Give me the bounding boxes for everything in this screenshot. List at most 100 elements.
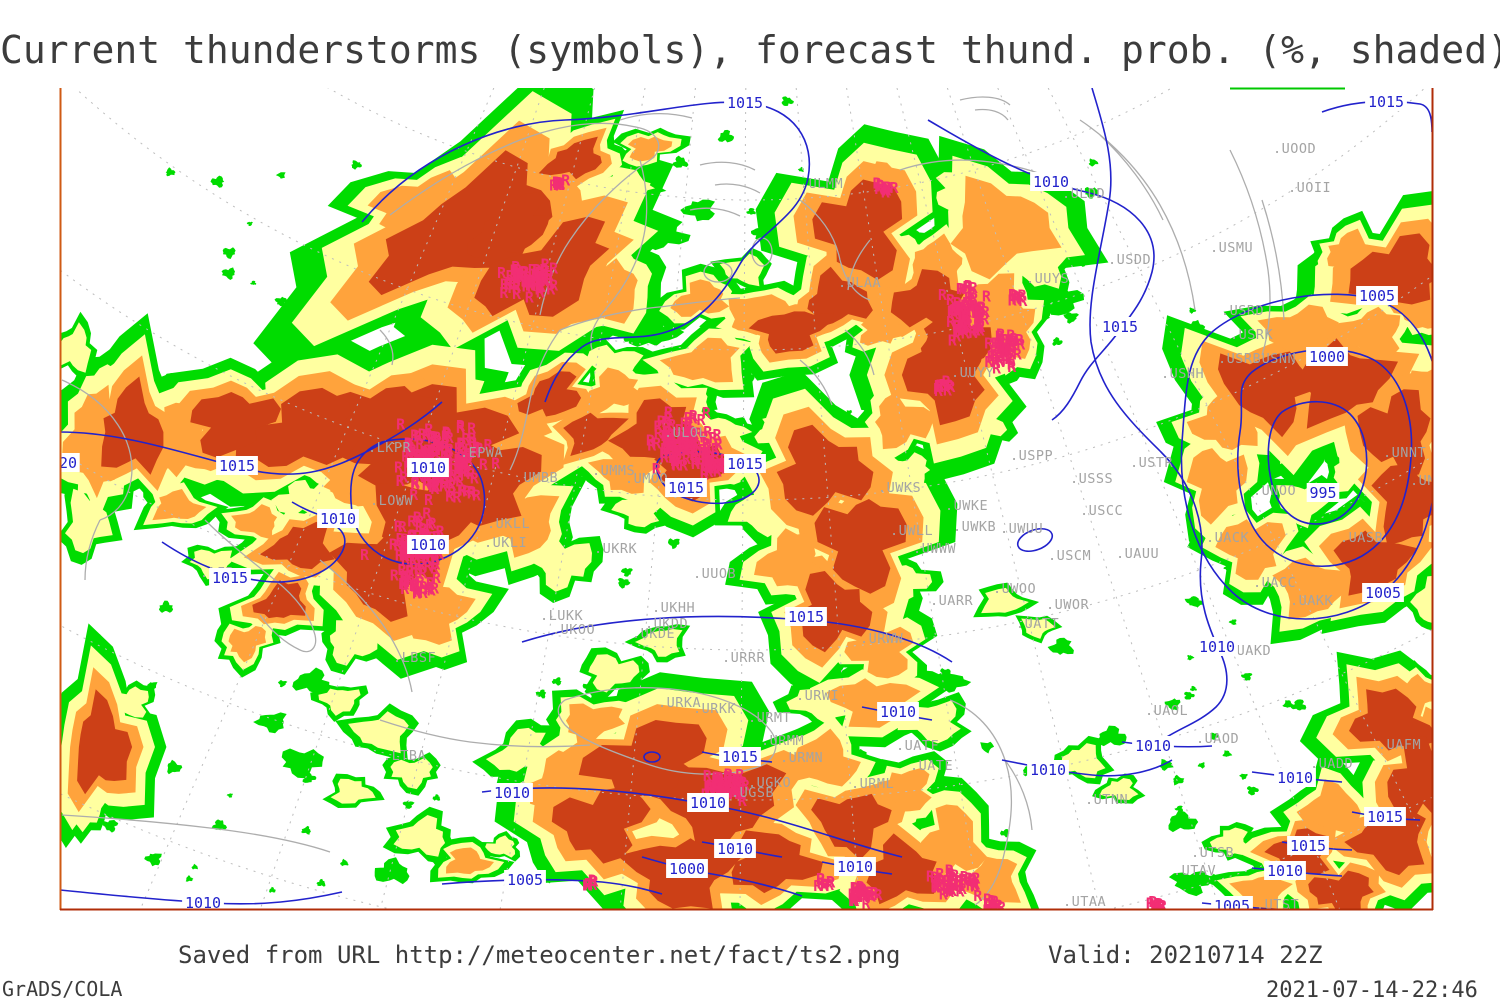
thunderstorm-symbol: R bbox=[464, 441, 474, 459]
isobar-label: 1010 bbox=[1033, 173, 1069, 191]
thunderstorm-symbol: R bbox=[433, 469, 443, 487]
station-label: .UUYY bbox=[951, 365, 994, 381]
thunderstorm-symbol: R bbox=[675, 421, 685, 439]
thunderstorm-symbol: R bbox=[973, 304, 983, 322]
thunderstorm-symbol: R bbox=[419, 584, 429, 602]
thunderstorm-symbol: R bbox=[990, 893, 1000, 911]
thunderstorm-symbol: R bbox=[724, 766, 734, 784]
thunderstorm-symbol: R bbox=[942, 373, 952, 391]
thunderstorm-symbol: R bbox=[527, 272, 537, 290]
thunderstorm-symbol: R bbox=[963, 279, 973, 297]
thunderstorm-symbol: R bbox=[471, 444, 481, 462]
thunderstorm-symbol: R bbox=[457, 441, 467, 459]
thunderstorm-symbol: R bbox=[697, 450, 707, 468]
thunderstorm-symbol: R bbox=[513, 261, 523, 279]
thunderstorm-symbol: R bbox=[959, 307, 969, 325]
thunderstorm-symbol: R bbox=[457, 453, 467, 471]
thunderstorm-symbol: R bbox=[404, 436, 414, 454]
thunderstorm-symbol: R bbox=[717, 780, 727, 798]
thunderstorm-symbol: R bbox=[976, 299, 986, 317]
thunderstorm-symbol: R bbox=[667, 434, 677, 452]
thunderstorm-symbol: R bbox=[536, 284, 546, 302]
thunderstorm-symbol: R bbox=[700, 444, 710, 462]
station-label: .UNNT bbox=[1383, 445, 1426, 461]
thunderstorm-symbol: R bbox=[964, 277, 974, 295]
thunderstorm-symbol: R bbox=[727, 772, 737, 790]
thunderstorm-symbol: R bbox=[430, 579, 440, 597]
thunderstorm-symbol: R bbox=[1013, 290, 1023, 308]
thunderstorm-symbol: R bbox=[680, 438, 690, 456]
thunderstorm-symbol: R bbox=[447, 476, 457, 494]
thunderstorm-symbol: R bbox=[723, 768, 733, 786]
thunderstorm-symbol: R bbox=[825, 876, 835, 894]
thunderstorm-symbol: R bbox=[701, 457, 711, 475]
thunderstorm-symbol: R bbox=[936, 872, 946, 890]
thunderstorm-symbol: R bbox=[953, 317, 963, 335]
thunderstorm-symbol: R bbox=[415, 435, 425, 453]
isobar-label: 1010 bbox=[1030, 761, 1066, 779]
thunderstorm-symbol: R bbox=[1008, 332, 1018, 350]
thunderstorm-symbol: R bbox=[1002, 340, 1012, 358]
thunderstorm-symbol: R bbox=[735, 766, 745, 784]
thunderstorm-symbol: R bbox=[973, 316, 983, 334]
thunderstorm-symbol: R bbox=[583, 877, 593, 895]
thunderstorm-symbol: R bbox=[512, 278, 522, 296]
thunderstorm-symbol: R bbox=[468, 433, 478, 451]
thunderstorm-symbol: R bbox=[426, 575, 436, 593]
thunderstorm-symbol: R bbox=[456, 434, 466, 452]
thunderstorm-symbol: R bbox=[536, 272, 546, 290]
thunderstorm-symbol: R bbox=[399, 547, 409, 565]
thunderstorm-symbol: R bbox=[667, 430, 677, 448]
thunderstorm-symbol: R bbox=[850, 892, 860, 910]
station-label: .UATT bbox=[1016, 616, 1059, 632]
thunderstorm-symbol: R bbox=[423, 471, 433, 489]
thunderstorm-symbol: R bbox=[512, 264, 522, 282]
thunderstorm-symbol: R bbox=[690, 442, 700, 460]
thunderstorm-symbol: R bbox=[431, 551, 441, 569]
thunderstorm-symbol: R bbox=[970, 877, 980, 895]
thunderstorm-symbol: R bbox=[424, 558, 434, 576]
station-label: .URMM bbox=[761, 733, 804, 749]
thunderstorm-symbol: R bbox=[950, 301, 960, 319]
thunderstorm-symbol: R bbox=[430, 560, 440, 578]
thunderstorm-symbol: R bbox=[717, 457, 727, 475]
station-label: .URKA bbox=[658, 695, 701, 711]
thunderstorm-symbol: R bbox=[936, 377, 946, 395]
thunderstorm-symbol: R bbox=[526, 272, 536, 290]
thunderstorm-symbol: R bbox=[688, 410, 698, 428]
thunderstorm-symbol: R bbox=[714, 435, 724, 453]
thunderstorm-symbol: R bbox=[697, 411, 707, 429]
thunderstorm-symbol: R bbox=[416, 573, 426, 591]
thunderstorm-symbol: R bbox=[654, 418, 664, 436]
thunderstorm-symbol: R bbox=[967, 871, 977, 889]
thunderstorm-symbol: R bbox=[983, 902, 993, 920]
thunderstorm-symbol: R bbox=[431, 555, 441, 573]
thunderstorm-symbol: R bbox=[418, 565, 428, 583]
thunderstorm-symbol: R bbox=[934, 377, 944, 395]
thunderstorm-symbol: R bbox=[862, 895, 872, 913]
thunderstorm-symbol: R bbox=[728, 770, 738, 788]
thunderstorm-symbol: R bbox=[555, 176, 565, 194]
thunderstorm-symbol: R bbox=[986, 901, 996, 919]
station-label: .UMOO bbox=[625, 471, 668, 487]
station-label: .UMBB bbox=[515, 470, 558, 486]
station-label: .UTSB bbox=[1191, 845, 1234, 861]
thunderstorm-symbol: R bbox=[665, 427, 675, 445]
station-label: .UWLL bbox=[890, 523, 933, 539]
isobar-label: 1015 bbox=[1290, 837, 1326, 855]
thunderstorm-symbol: R bbox=[1156, 896, 1166, 914]
thunderstorm-symbol: R bbox=[848, 886, 858, 904]
station-label: .USCC bbox=[1080, 503, 1123, 519]
thunderstorm-symbol: R bbox=[663, 433, 673, 451]
thunderstorm-symbol: R bbox=[1016, 289, 1026, 307]
thunderstorm-symbol: R bbox=[1010, 330, 1020, 348]
station-label: .UWOO bbox=[993, 581, 1036, 597]
station-label: .UASB bbox=[1340, 530, 1383, 546]
station-label: .UKOO bbox=[552, 622, 595, 638]
thunderstorm-symbol: R bbox=[510, 262, 520, 280]
thunderstorm-symbol: R bbox=[1008, 286, 1018, 304]
thunderstorm-symbol: R bbox=[401, 570, 411, 588]
station-label: .UWKS bbox=[878, 480, 921, 496]
thunderstorm-symbol: R bbox=[681, 431, 691, 449]
thunderstorm-symbol: R bbox=[865, 884, 875, 902]
